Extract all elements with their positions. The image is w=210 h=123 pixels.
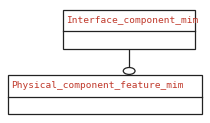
Bar: [8, 75, 202, 114]
Text: Interface_component_mim: Interface_component_mim: [66, 16, 198, 25]
Text: Physical_component_feature_mim: Physical_component_feature_mim: [12, 81, 184, 90]
Bar: [63, 10, 195, 49]
Circle shape: [123, 68, 135, 74]
